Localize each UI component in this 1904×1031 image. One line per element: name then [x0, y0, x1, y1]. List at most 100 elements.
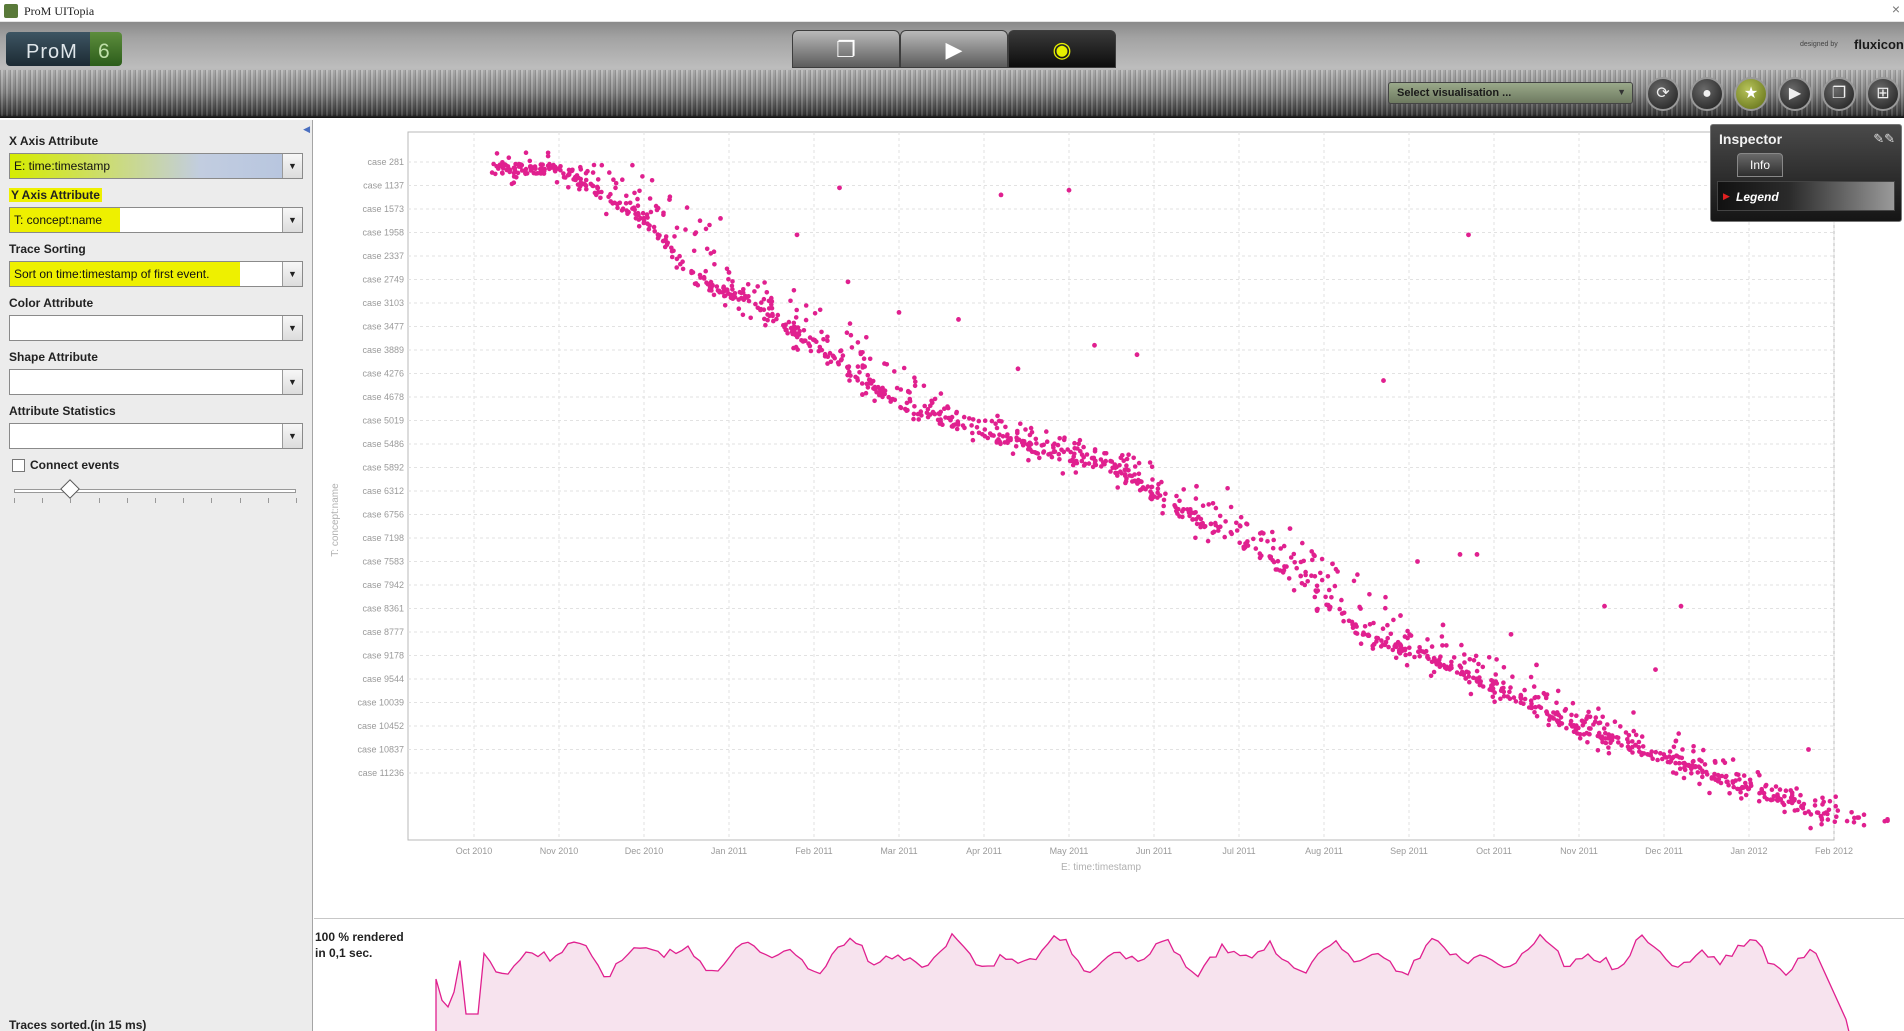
- overview-density-plot[interactable]: [314, 919, 1904, 1031]
- color-attribute-select[interactable]: ▼: [9, 315, 303, 341]
- outlier-dot: [718, 216, 723, 221]
- trace-sorting-select[interactable]: Sort on time:timestamp of first event. ▼: [9, 261, 303, 287]
- collapse-arrow-icon[interactable]: ◀: [303, 124, 310, 134]
- event-dot: [572, 174, 578, 180]
- event-dot: [1486, 655, 1492, 660]
- event-dot: [674, 225, 680, 231]
- dotted-chart-svg[interactable]: case 281 case 1137 case 1573 case 1958 case …: [314, 120, 1904, 917]
- y-tick-label: case 8361: [362, 604, 404, 614]
- x-tick-label: May 2011: [1050, 846, 1089, 856]
- y-tick-label: case 8777: [362, 627, 404, 637]
- event-dot: [791, 320, 797, 326]
- refresh-button[interactable]: ⟳: [1646, 77, 1680, 111]
- x-tick-label: Dec 2010: [625, 846, 664, 856]
- event-dot: [1723, 774, 1728, 780]
- event-dot: [683, 227, 688, 232]
- event-dot: [1298, 559, 1304, 565]
- event-dot: [861, 356, 867, 361]
- outlier-dot: [1474, 552, 1480, 557]
- event-dot: [1288, 555, 1294, 560]
- event-dot: [1385, 622, 1390, 628]
- event-dot: [1354, 631, 1360, 636]
- size-slider[interactable]: [14, 479, 297, 504]
- event-dot: [585, 168, 590, 174]
- outlier-dot: [1508, 631, 1514, 637]
- event-dot: [912, 404, 917, 409]
- legend-row[interactable]: ▶ Legend: [1717, 181, 1895, 211]
- event-dot: [1132, 478, 1137, 484]
- event-dot: [1388, 631, 1394, 637]
- event-dot: [1132, 472, 1137, 477]
- tab-actions[interactable]: ▶: [900, 30, 1008, 68]
- event-dot: [1821, 811, 1827, 816]
- event-dot: [1324, 602, 1329, 608]
- tab-workspace[interactable]: ❐: [792, 30, 900, 68]
- event-dot: [1083, 461, 1088, 467]
- event-dot: [989, 418, 995, 424]
- inspector-tab-info[interactable]: Info: [1737, 153, 1783, 177]
- chevron-down-icon[interactable]: ▼: [282, 316, 302, 340]
- dotted-chart[interactable]: case 281 case 1137 case 1573 case 1958 case …: [314, 120, 1904, 917]
- x-axis-title: E: time:timestamp: [1061, 862, 1141, 873]
- play-button[interactable]: ▶: [1778, 77, 1812, 111]
- inspector-pin-icon[interactable]: ✎✎: [1873, 131, 1895, 146]
- event-dot: [591, 162, 597, 168]
- event-dot: [857, 370, 862, 375]
- event-dot: [994, 438, 1000, 444]
- drop-button[interactable]: ●: [1690, 77, 1724, 111]
- x-tick-label: Nov 2011: [1560, 846, 1598, 856]
- x-tick-labels: Oct 2010 Nov 2010 Dec 2010 Jan 2011 Feb 2011…: [456, 846, 1853, 856]
- close-icon[interactable]: ×: [1891, 1, 1900, 17]
- event-dot: [1026, 444, 1032, 450]
- render-status: 100 % rendered in 0,1 sec.: [315, 929, 404, 961]
- event-dot: [1800, 803, 1806, 809]
- slider-tick: [239, 498, 241, 503]
- event-dot: [870, 378, 876, 384]
- chevron-down-icon[interactable]: ▼: [282, 208, 302, 232]
- x-axis-select[interactable]: E: time:timestamp ▼: [9, 153, 303, 179]
- tab-views[interactable]: ◉: [1008, 30, 1116, 68]
- event-dot: [1547, 717, 1552, 723]
- y-tick-label: case 1958: [362, 228, 404, 238]
- favorite-button[interactable]: ★: [1734, 77, 1768, 111]
- grid-icon: ⊞: [1876, 85, 1890, 102]
- visualisation-select[interactable]: Select visualisation ... ▼: [1388, 82, 1633, 104]
- event-dot: [1314, 583, 1320, 589]
- attribute-statistics-select[interactable]: ▼: [9, 423, 303, 449]
- grid-button[interactable]: ⊞: [1866, 77, 1900, 111]
- expand-arrow-icon[interactable]: ▶: [1723, 191, 1730, 201]
- event-dot: [1354, 624, 1359, 629]
- event-dot: [633, 211, 638, 217]
- event-dot: [949, 414, 955, 420]
- chevron-down-icon[interactable]: ▼: [282, 424, 302, 448]
- outlier-dot: [1440, 622, 1446, 628]
- slider-thumb[interactable]: [60, 479, 81, 499]
- event-dot: [1639, 750, 1644, 756]
- event-dot: [1584, 716, 1589, 722]
- chevron-down-icon[interactable]: ▼: [282, 154, 302, 178]
- event-dot: [538, 166, 543, 172]
- event-dot: [1323, 594, 1328, 600]
- chevron-down-icon[interactable]: ▼: [282, 262, 302, 286]
- copy-button[interactable]: ❐: [1822, 77, 1856, 111]
- y-axis-select[interactable]: T: concept:name ▼: [9, 207, 303, 233]
- legend-label: Legend: [1736, 190, 1779, 204]
- event-dot: [1261, 531, 1266, 536]
- event-dot: [825, 338, 830, 343]
- outlier-dot: [1015, 366, 1021, 372]
- event-dot: [1670, 770, 1676, 775]
- shape-attribute-select[interactable]: ▼: [9, 369, 303, 395]
- event-dot: [1225, 486, 1230, 491]
- event-dot: [1428, 673, 1434, 679]
- event-dot: [545, 150, 551, 156]
- event-dot: [1093, 458, 1098, 464]
- chevron-down-icon[interactable]: ▼: [282, 370, 302, 394]
- event-dot: [1462, 660, 1467, 665]
- connect-events-checkbox[interactable]: [12, 459, 25, 472]
- connect-events-label: Connect events: [30, 458, 120, 472]
- event-dot: [1454, 670, 1460, 675]
- x-tick-label: Jan 2011: [711, 846, 747, 856]
- event-dot: [736, 306, 742, 311]
- event-dot: [1079, 458, 1085, 464]
- event-dot: [1099, 464, 1104, 469]
